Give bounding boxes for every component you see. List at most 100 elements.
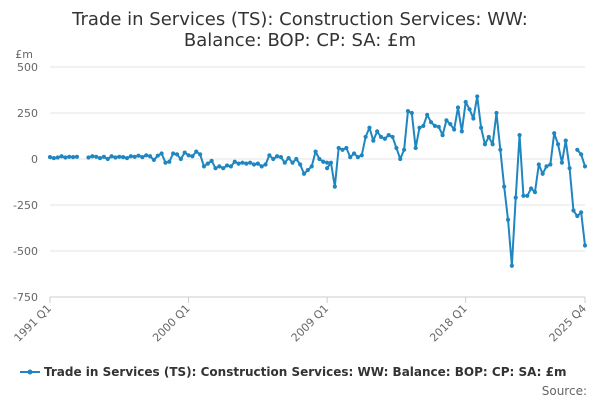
data-point[interactable] <box>63 155 68 160</box>
data-point[interactable] <box>421 123 426 128</box>
data-point[interactable] <box>70 155 76 160</box>
data-point[interactable] <box>513 195 518 200</box>
data-point[interactable] <box>428 120 434 125</box>
data-point[interactable] <box>174 152 180 157</box>
data-point[interactable] <box>425 112 430 117</box>
data-point[interactable] <box>344 145 349 151</box>
data-point[interactable] <box>490 142 495 147</box>
data-point[interactable] <box>321 159 326 164</box>
data-point[interactable] <box>552 131 557 136</box>
data-point[interactable] <box>109 154 114 159</box>
data-point[interactable] <box>444 118 449 123</box>
data-point[interactable] <box>505 217 511 222</box>
data-point[interactable] <box>55 155 60 160</box>
data-point[interactable] <box>559 160 565 165</box>
data-point[interactable] <box>440 132 445 138</box>
data-point[interactable] <box>86 155 91 160</box>
data-point[interactable] <box>140 155 145 160</box>
data-point[interactable] <box>332 184 337 189</box>
data-point[interactable] <box>128 154 133 159</box>
data-point[interactable] <box>305 167 310 173</box>
data-point[interactable] <box>113 155 118 160</box>
data-point[interactable] <box>271 156 276 162</box>
data-point[interactable] <box>348 155 353 160</box>
data-point[interactable] <box>498 147 503 152</box>
data-point[interactable] <box>228 164 233 169</box>
data-point[interactable] <box>582 164 588 169</box>
data-point[interactable] <box>571 208 576 213</box>
data-point[interactable] <box>294 156 299 162</box>
data-point[interactable] <box>240 160 245 165</box>
data-point[interactable] <box>298 162 303 167</box>
data-point[interactable] <box>536 162 541 167</box>
data-point[interactable] <box>121 155 126 160</box>
data-point[interactable] <box>201 164 207 169</box>
data-point[interactable] <box>467 107 472 112</box>
series-line-segment-3[interactable] <box>326 95 586 267</box>
data-point[interactable] <box>548 162 553 167</box>
data-point[interactable] <box>267 153 272 158</box>
data-point[interactable] <box>244 161 249 166</box>
data-point[interactable] <box>540 171 545 176</box>
data-point[interactable] <box>363 134 368 140</box>
data-point[interactable] <box>575 213 580 219</box>
data-point[interactable] <box>340 147 345 152</box>
data-point[interactable] <box>290 160 295 165</box>
data-point[interactable] <box>74 154 80 159</box>
data-point[interactable] <box>224 163 230 168</box>
data-point[interactable] <box>213 166 218 171</box>
data-point[interactable] <box>359 153 364 158</box>
data-point[interactable] <box>417 125 422 130</box>
data-point[interactable] <box>463 99 468 105</box>
data-point[interactable] <box>336 145 341 151</box>
data-point[interactable] <box>544 164 549 169</box>
data-point[interactable] <box>255 161 260 166</box>
data-point[interactable] <box>432 123 437 128</box>
data-point[interactable] <box>509 263 514 268</box>
data-point[interactable] <box>390 134 395 140</box>
data-point[interactable] <box>221 166 226 171</box>
data-point[interactable] <box>282 160 287 165</box>
data-point[interactable] <box>382 136 387 141</box>
data-point[interactable] <box>105 156 110 162</box>
data-point[interactable] <box>198 152 203 157</box>
data-point[interactable] <box>190 154 195 159</box>
data-point[interactable] <box>163 160 168 165</box>
data-point[interactable] <box>328 160 334 165</box>
data-point[interactable] <box>351 151 357 156</box>
data-point[interactable] <box>151 157 157 163</box>
data-point[interactable] <box>124 155 130 161</box>
data-point[interactable] <box>394 145 399 151</box>
data-point[interactable] <box>478 125 484 130</box>
data-point[interactable] <box>67 154 72 159</box>
data-point[interactable] <box>563 138 568 143</box>
data-point[interactable] <box>217 164 222 169</box>
data-point[interactable] <box>482 142 488 147</box>
data-point[interactable] <box>409 110 414 116</box>
data-point[interactable] <box>517 132 522 138</box>
data-point[interactable] <box>194 149 199 154</box>
data-point[interactable] <box>51 155 56 161</box>
data-point[interactable] <box>263 162 268 167</box>
data-point[interactable] <box>117 154 122 159</box>
data-point[interactable] <box>471 116 476 121</box>
data-point[interactable] <box>371 138 376 143</box>
data-point[interactable] <box>236 161 241 166</box>
data-point[interactable] <box>147 154 153 159</box>
data-point[interactable] <box>459 129 464 134</box>
data-point[interactable] <box>375 129 380 134</box>
data-point[interactable] <box>398 156 403 162</box>
data-point[interactable] <box>579 152 584 157</box>
data-point[interactable] <box>317 156 322 162</box>
data-point[interactable] <box>582 243 588 248</box>
data-point[interactable] <box>259 164 264 169</box>
data-point[interactable] <box>494 110 499 116</box>
data-point[interactable] <box>136 153 141 158</box>
data-point[interactable] <box>132 154 137 159</box>
data-point[interactable] <box>301 171 307 176</box>
data-point[interactable] <box>452 127 457 132</box>
data-point[interactable] <box>402 147 407 152</box>
data-point[interactable] <box>248 160 253 165</box>
data-point[interactable] <box>475 94 480 99</box>
data-point[interactable] <box>274 154 280 159</box>
